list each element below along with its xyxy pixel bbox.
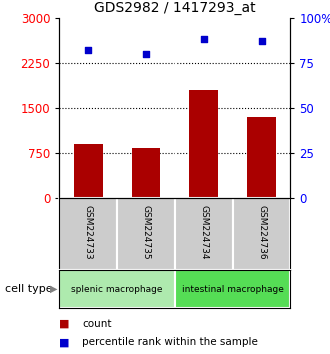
Text: GSM224735: GSM224735 — [142, 205, 150, 260]
Bar — [132, 148, 160, 198]
Text: count: count — [82, 319, 112, 329]
Text: GSM224734: GSM224734 — [199, 205, 208, 260]
Text: splenic macrophage: splenic macrophage — [71, 285, 163, 293]
Bar — [74, 144, 103, 198]
Bar — [175, 270, 290, 308]
Text: ■: ■ — [59, 319, 70, 329]
Bar — [189, 90, 218, 198]
Text: intestinal macrophage: intestinal macrophage — [182, 285, 283, 293]
Bar — [175, 198, 233, 270]
Bar — [117, 198, 175, 270]
Bar — [233, 198, 290, 270]
Title: GDS2982 / 1417293_at: GDS2982 / 1417293_at — [94, 1, 256, 15]
Point — [143, 51, 148, 57]
Text: ■: ■ — [59, 337, 70, 348]
Text: percentile rank within the sample: percentile rank within the sample — [82, 337, 258, 348]
Bar — [59, 270, 175, 308]
Point — [201, 36, 207, 42]
Text: ▶: ▶ — [50, 284, 58, 294]
Bar — [247, 117, 276, 198]
Point — [259, 38, 264, 44]
Text: cell type: cell type — [5, 284, 53, 294]
Text: GSM224736: GSM224736 — [257, 205, 266, 260]
Text: GSM224733: GSM224733 — [84, 205, 93, 260]
Point — [85, 47, 91, 53]
Bar — [59, 198, 117, 270]
